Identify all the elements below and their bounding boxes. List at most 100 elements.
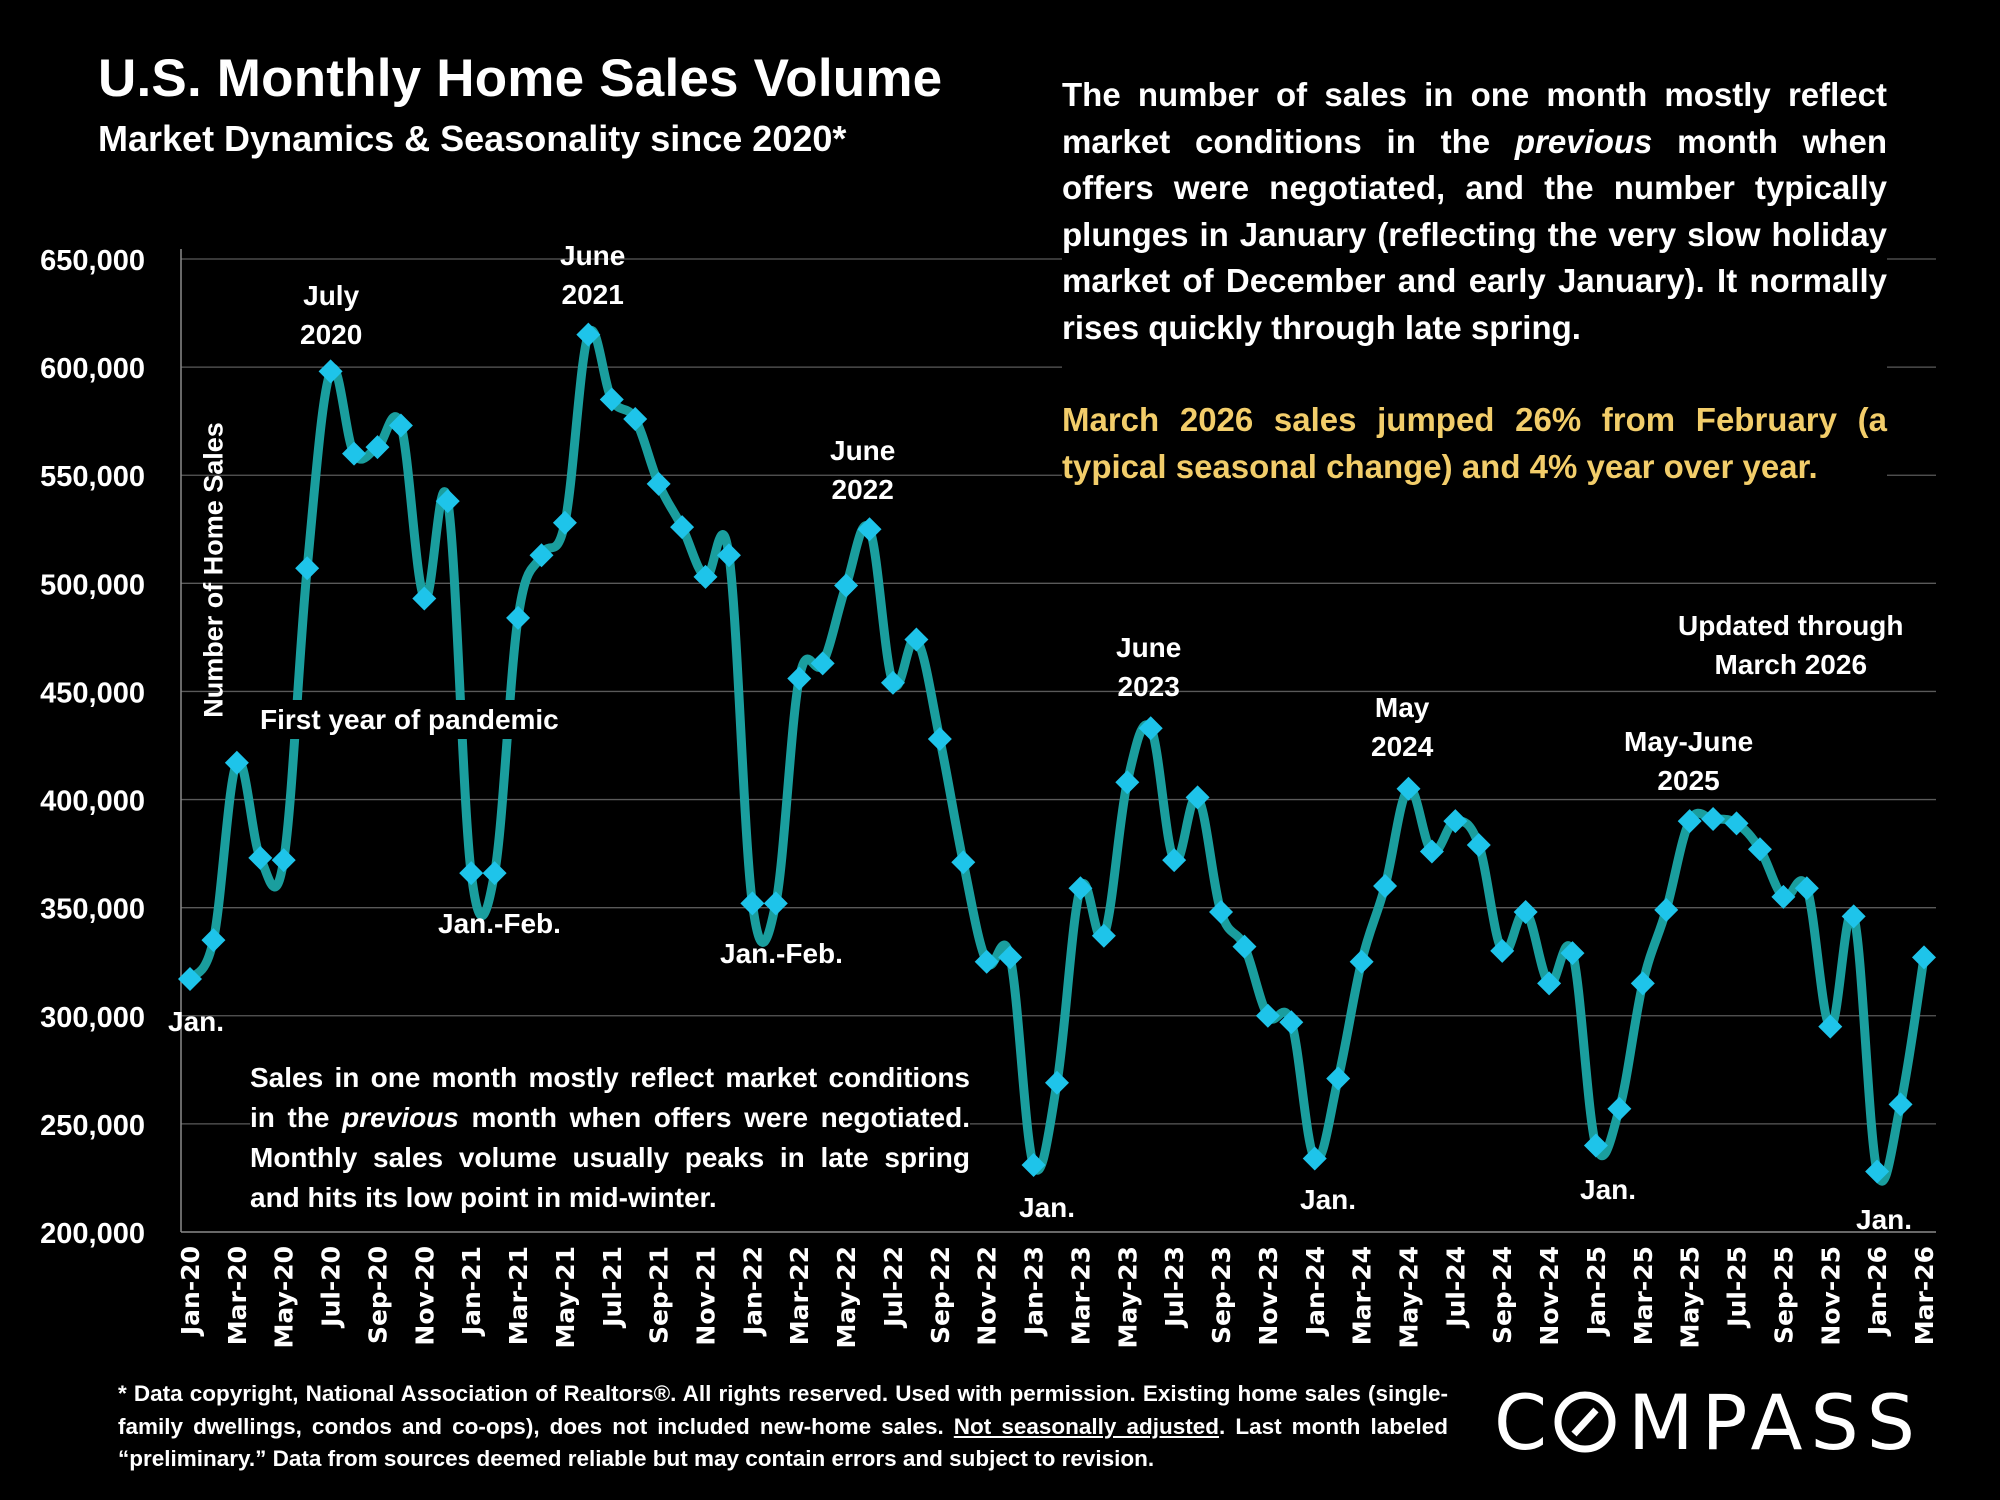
data-point-marker: Dec-24: 329000 <box>1560 941 1585 966</box>
x-tick-label: May-22 <box>832 1246 861 1348</box>
annotation-line: 2024 <box>1371 731 1434 762</box>
seasonality-italic: previous <box>342 1102 459 1133</box>
x-tick-label: Jul-22 <box>879 1246 908 1329</box>
x-tick-label: Jan-25 <box>1582 1246 1611 1337</box>
data-point-marker: Feb-23: 269000 <box>1045 1070 1069 1095</box>
data-point-marker: Nov-25: 295000 <box>1818 1014 1843 1039</box>
annotation-jan-2020: Jan. <box>168 1006 225 1037</box>
data-point-marker: May-24: 405000 <box>1396 776 1421 801</box>
explanation-italic: previous <box>1514 122 1653 160</box>
explanation-text-part: month when offers were negotiated, and t… <box>1062 122 1887 346</box>
x-tick-label: Sep-21 <box>645 1246 674 1344</box>
data-point-marker: Apr-25: 349000 <box>1654 897 1679 922</box>
y-tick-label: 350,000 <box>40 894 145 926</box>
data-point-marker: Sep-24: 330000 <box>1490 938 1515 963</box>
data-point-marker: Mar-21: 484000 <box>506 605 531 630</box>
x-tick-label: Nov-24 <box>1535 1246 1564 1346</box>
data-point-marker: Nov-21: 503000 <box>693 564 718 589</box>
data-point-marker: Dec-20: 538000 <box>435 489 460 514</box>
x-axis-ticks: Jan-20 Mar-20 May-20 Jul-20 Sep-20 Nov-20 Jan-… <box>176 1246 1939 1348</box>
data-point-marker: Dec-23: 297000 <box>1279 1010 1304 1035</box>
data-point-marker: Sep-25: 355000 <box>1771 884 1796 909</box>
data-point-marker: Nov-22: 325000 <box>974 949 999 974</box>
data-point-marker: Oct-21: 526000 <box>670 515 695 540</box>
y-axis-label: Number of Home Sales <box>198 422 229 718</box>
x-tick-label: May-25 <box>1676 1246 1705 1348</box>
data-point-marker: Sep-22: 428000 <box>927 727 952 752</box>
data-point-marker: Nov-24: 315000 <box>1537 971 1562 996</box>
data-point-marker: Jun-23: 433000 <box>1138 716 1163 741</box>
x-tick-label: May-24 <box>1394 1246 1423 1348</box>
data-point-marker: May-20: 372000 <box>271 848 296 873</box>
compass-logo-text: C MPASS <box>1494 1382 1923 1462</box>
annotation-june-2021: June 2021 <box>560 236 625 314</box>
x-tick-label: Nov-20 <box>410 1246 439 1346</box>
data-point-marker: Aug-20: 560000 <box>342 441 367 466</box>
annotation-line: May <box>1374 692 1430 723</box>
data-point-marker: Jul-20: 598000 <box>318 359 343 384</box>
data-point-marker: Nov-20: 493000 <box>412 586 437 611</box>
data-point-marker: Nov-23: 300000 <box>1255 1003 1280 1028</box>
annotation-line: July <box>303 280 360 311</box>
x-tick-label: May-23 <box>1113 1246 1142 1348</box>
footnote-underlined: Not seasonally adjusted <box>953 1413 1220 1439</box>
footnote-text: . Last month labeled “preliminary.” Data… <box>118 1413 1448 1472</box>
x-tick-label: Mar-23 <box>1066 1246 1095 1345</box>
x-tick-label: Nov-21 <box>692 1246 721 1346</box>
x-tick-label: Jan-20 <box>176 1246 205 1337</box>
data-point-marker: Mar-25: 315000 <box>1630 971 1655 996</box>
data-point-marker: Feb-20: 335000 <box>201 928 226 953</box>
x-tick-label: Nov-22 <box>973 1246 1002 1346</box>
data-point-marker: Oct-25: 359000 <box>1794 876 1819 901</box>
x-tick-label: Sep-24 <box>1488 1246 1517 1344</box>
x-tick-label: Jul-20 <box>317 1246 346 1329</box>
x-tick-label: Jan-26 <box>1863 1246 1892 1337</box>
annotation-july-2020: July 2020 <box>300 276 362 354</box>
updated-through-note: Updated through March 2026 <box>1678 606 1904 684</box>
x-tick-label: Sep-20 <box>363 1246 392 1344</box>
data-point-marker: Jun-24: 376000 <box>1419 839 1444 864</box>
x-tick-label: Jul-24 <box>1441 1246 1470 1329</box>
y-tick-label: 650,000 <box>40 245 145 277</box>
x-tick-label: Sep-23 <box>1207 1246 1236 1344</box>
data-point-marker: Feb-25: 257000 <box>1607 1096 1632 1121</box>
data-point-marker: May-25: 390000 <box>1677 809 1702 834</box>
data-point-marker: Jan-20: 317000 <box>178 967 202 992</box>
data-point-marker: Jan-21: 366000 <box>459 861 484 886</box>
x-tick-label: Jan-22 <box>738 1246 767 1337</box>
annotation-line: Updated through <box>1678 610 1904 641</box>
footnote-text: * Data copyright, National Association o… <box>118 1381 1448 1439</box>
data-point-marker: Dec-25: 346000 <box>1841 904 1866 929</box>
annotation-line: 2021 <box>561 279 624 310</box>
annotation-line: June <box>830 435 896 466</box>
data-point-marker: Aug-24: 379000 <box>1466 832 1491 857</box>
explanation-note: The number of sales in one month mostly … <box>1062 72 1887 490</box>
data-point-marker: Mar-24: 325000 <box>1349 949 1374 974</box>
data-point-marker: Dec-22: 327000 <box>998 945 1023 970</box>
annotation-janfeb-2021: Jan.-Feb. <box>438 908 561 939</box>
x-tick-label: Mar-21 <box>504 1246 533 1345</box>
data-point-marker: Apr-21: 513000 <box>529 543 554 568</box>
data-point-marker: Oct-22: 371000 <box>951 850 976 875</box>
data-point-marker: Jul-22: 454000 <box>880 670 905 695</box>
data-point-marker: Dec-21: 513000 <box>716 543 741 568</box>
annotation-jan-2025: Jan. <box>1580 1174 1637 1205</box>
data-point-marker: Apr-24: 360000 <box>1373 874 1398 899</box>
seasonality-text-part: month when offers were negotiated. Month… <box>250 1102 970 1213</box>
data-point-marker: Aug-22: 474000 <box>904 627 929 652</box>
x-tick-label: Jul-23 <box>1160 1246 1189 1329</box>
seasonality-text-part: Sales in one month mostly reflect market… <box>250 1062 970 1133</box>
data-point-marker: May-21: 528000 <box>552 510 577 535</box>
x-tick-label: Sep-25 <box>1769 1246 1798 1344</box>
y-tick-label: 550,000 <box>40 461 145 493</box>
data-point-marker: Mar-23: 359000 <box>1068 876 1093 901</box>
annotation-may-2024: May 2024 <box>1371 688 1433 766</box>
x-tick-label: Jan-21 <box>457 1246 486 1337</box>
data-point-marker: Jul-25: 389000 <box>1724 811 1749 836</box>
data-point-marker: Jun-25: 391000 <box>1701 807 1726 832</box>
data-point-marker: Jun-20: 507000 <box>295 556 320 581</box>
explanation-text-part: The number of sales in one month mostly … <box>1062 76 1887 160</box>
annotation-line: 2023 <box>1117 671 1180 702</box>
data-point-marker: Feb-24: 271000 <box>1326 1066 1351 1091</box>
